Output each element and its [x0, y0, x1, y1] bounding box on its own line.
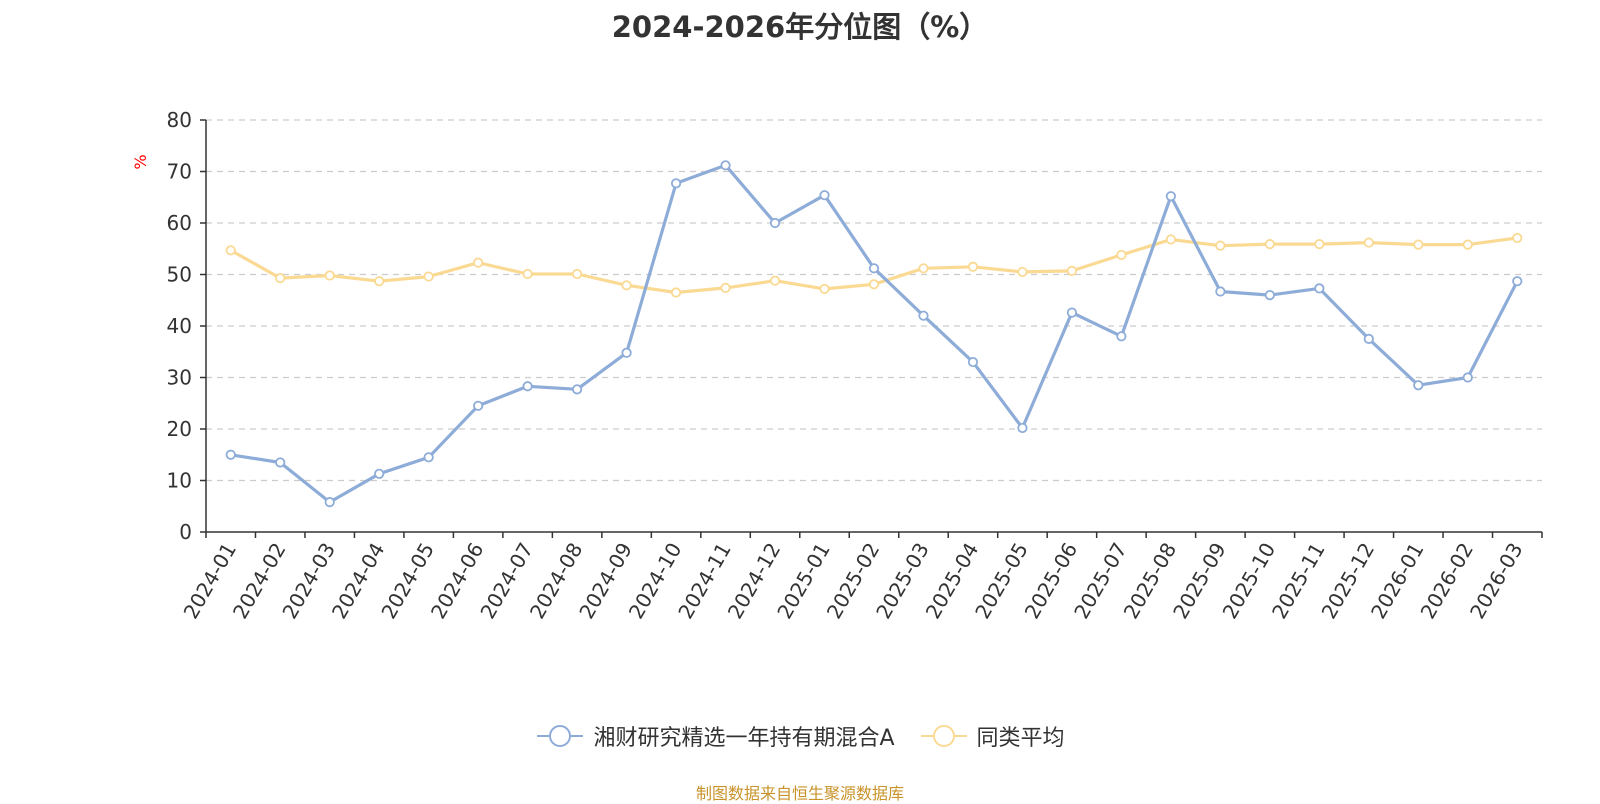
y-tick-label: 20 — [167, 417, 192, 441]
data-point-1 — [275, 273, 286, 284]
data-point-1 — [522, 268, 533, 280]
data-point-1 — [621, 280, 632, 291]
data-point-1 — [670, 287, 682, 298]
data-point-1 — [225, 245, 236, 256]
y-tick-label: 80 — [167, 108, 192, 132]
legend-label: 同类平均 — [976, 726, 1065, 751]
series-points — [225, 160, 1523, 508]
legend-swatch-icon — [537, 725, 584, 747]
data-point-0 — [275, 457, 286, 468]
data-point-0 — [1512, 276, 1523, 287]
data-point-1 — [720, 282, 731, 293]
data-point-0 — [423, 452, 434, 463]
data-point-0 — [670, 178, 682, 189]
data-point-0 — [819, 190, 830, 201]
data-point-0 — [1264, 289, 1275, 301]
y-tick-label: 60 — [167, 211, 192, 235]
data-point-0 — [522, 381, 533, 392]
data-point-0 — [720, 160, 731, 171]
data-point-1 — [1462, 239, 1473, 250]
y-tick-label: 0 — [179, 520, 192, 544]
data-point-1 — [1264, 239, 1275, 250]
data-point-0 — [1215, 286, 1226, 297]
data-point-1 — [1512, 232, 1523, 244]
data-point-1 — [374, 276, 385, 287]
y-tick-label: 50 — [167, 263, 192, 287]
y-tick-label: 70 — [167, 160, 192, 184]
data-point-1 — [819, 283, 830, 295]
data-point-1 — [1066, 265, 1078, 276]
data-point-1 — [473, 257, 484, 268]
y-tick-label: 40 — [167, 314, 192, 338]
data-point-1 — [572, 268, 583, 280]
data-point-0 — [374, 468, 385, 479]
data-point-1 — [423, 271, 434, 282]
data-point-0 — [1116, 331, 1127, 342]
data-point-0 — [868, 263, 880, 274]
legend-swatch-circle — [549, 725, 572, 747]
data-point-1 — [1116, 249, 1127, 261]
legend-swatch-circle — [932, 725, 955, 747]
data-point-0 — [1413, 380, 1424, 391]
series-line-0 — [230, 163, 1519, 504]
source-note: 制图数据来自恒生聚源数据库 — [695, 784, 904, 803]
data-point-1 — [769, 275, 781, 286]
data-point-1 — [1413, 239, 1424, 250]
legend-swatch-icon — [920, 725, 967, 747]
series-lines — [229, 163, 1519, 504]
data-point-0 — [621, 347, 632, 358]
data-point-0 — [1314, 283, 1325, 294]
y-tick-label: 10 — [167, 469, 192, 493]
data-point-0 — [1165, 191, 1176, 202]
axes: 010203040506070802024-012024-022024-0320… — [167, 108, 1543, 623]
data-point-0 — [1066, 307, 1078, 318]
data-point-1 — [1314, 239, 1325, 250]
data-point-0 — [225, 449, 236, 460]
data-point-0 — [1363, 333, 1374, 344]
data-point-1 — [1165, 234, 1176, 245]
data-point-0 — [769, 217, 781, 229]
grid-lines — [206, 119, 1542, 482]
data-point-1 — [1363, 237, 1374, 248]
y-axis-unit-label: % — [131, 154, 150, 169]
data-point-0 — [967, 356, 979, 368]
legend: 湘财研究精选一年持有期混合A 同类平均 — [0, 720, 1600, 752]
data-point-1 — [1017, 266, 1028, 278]
chart-title: 2024-2026年分位图（%） — [611, 10, 989, 44]
legend-label: 湘财研究精选一年持有期混合A — [593, 726, 895, 751]
data-point-1 — [1215, 240, 1226, 251]
y-tick-label: 30 — [167, 366, 192, 390]
data-point-0 — [1462, 372, 1473, 383]
data-point-0 — [1017, 422, 1028, 434]
legend-item-0[interactable]: 湘财研究精选一年持有期混合A — [535, 720, 895, 752]
data-point-1 — [967, 261, 979, 272]
data-point-0 — [473, 400, 484, 411]
data-point-1 — [868, 279, 880, 290]
data-point-0 — [918, 310, 929, 321]
data-point-1 — [324, 270, 335, 281]
data-point-1 — [918, 263, 929, 274]
legend-item-1[interactable]: 同类平均 — [919, 720, 1065, 752]
data-point-0 — [324, 497, 335, 508]
data-point-0 — [572, 384, 583, 395]
